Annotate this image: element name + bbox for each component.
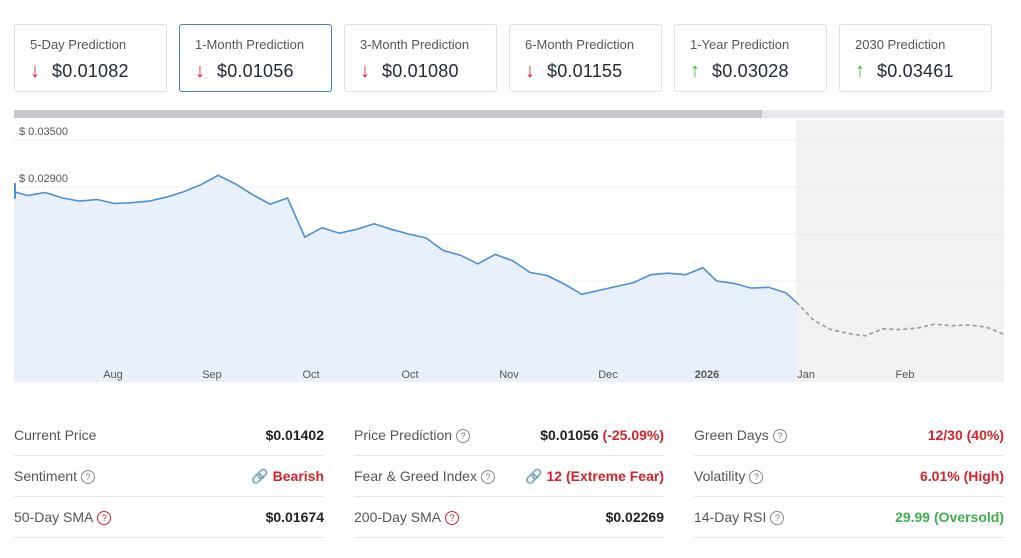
historical-price-line xyxy=(13,174,797,303)
prediction-card-5day[interactable]: 5-Day Prediction ↓ $0.01082 xyxy=(14,24,167,92)
stat-value: 12/30 (40%) xyxy=(927,427,1004,443)
help-icon[interactable]: ? xyxy=(456,429,471,443)
arrow-down-icon: ↓ xyxy=(195,60,206,82)
arrow-down-icon: ↓ xyxy=(525,60,536,82)
help-icon[interactable]: ? xyxy=(97,511,112,525)
stat-row-price-prediction: Price Prediction? $0.01056 (-25.09%) xyxy=(354,415,664,456)
stat-label: 200-Day SMA xyxy=(354,509,442,525)
stat-value: $0.01402 xyxy=(265,427,324,443)
chart-scrollbar[interactable] xyxy=(14,110,1004,118)
stat-label: 50-Day SMA xyxy=(14,509,94,525)
stat-row-200day-sma: 200-Day SMA? $0.02269 xyxy=(354,497,664,538)
prediction-card-3month[interactable]: 3-Month Prediction ↓ $0.01080 xyxy=(344,24,497,92)
x-tick-label: Dec xyxy=(598,369,618,381)
stats-table: Current Price $0.01402 Sentiment? 🔗 Beari… xyxy=(14,415,1004,550)
stats-column-2: Price Prediction? $0.01056 (-25.09%) Fea… xyxy=(354,415,664,538)
stat-label: Volatility xyxy=(694,468,746,484)
stats-column-1: Current Price $0.01402 Sentiment? 🔗 Beari… xyxy=(14,415,324,538)
prediction-card-6month[interactable]: 6-Month Prediction ↓ $0.01155 xyxy=(509,24,662,92)
prediction-value: $0.01080 xyxy=(382,61,459,81)
prediction-label: 5-Day Prediction xyxy=(30,37,127,52)
prediction-value: $0.01056 xyxy=(217,61,294,81)
price-chart: $ 0.03500$ 0.02900$ 0.02300$ 0.01700$ 0.… xyxy=(0,120,1021,390)
stat-value: $0.02269 xyxy=(605,509,664,525)
prediction-card-1year[interactable]: 1-Year Prediction ↑ $0.03028 xyxy=(674,24,827,92)
prediction-label: 3-Month Prediction xyxy=(360,37,470,52)
stat-value: 6.01% (High) xyxy=(919,468,1004,484)
x-tick-label: Feb xyxy=(896,369,915,381)
help-icon[interactable]: ? xyxy=(480,470,495,484)
x-tick-label: Nov xyxy=(499,369,519,381)
stat-row-green-days: Green Days? 12/30 (40%) xyxy=(694,415,1004,456)
x-tick-label: Oct xyxy=(302,369,319,381)
prediction-card-2030[interactable]: 2030 Prediction ↑ $0.03461 xyxy=(839,24,992,92)
y-tick-label: $ 0.03500 xyxy=(19,126,68,138)
prediction-label: 1-Month Prediction xyxy=(195,37,305,52)
help-icon[interactable]: ? xyxy=(772,429,787,443)
prediction-label: 2030 Prediction xyxy=(855,37,946,52)
stat-row-50day-sma: 50-Day SMA? $0.01674 xyxy=(14,497,324,538)
stat-label: Green Days xyxy=(694,427,769,443)
forecast-price-line xyxy=(795,301,1005,337)
help-icon[interactable]: ? xyxy=(749,470,764,484)
prediction-value: $0.01155 xyxy=(547,61,623,81)
prediction-value: $0.03028 xyxy=(712,61,789,81)
x-tick-label: Aug xyxy=(103,369,123,381)
stat-label: Fear & Greed Index xyxy=(354,468,477,484)
y-tick-label: $ 0.02900 xyxy=(19,173,68,185)
help-icon[interactable]: ? xyxy=(770,511,785,525)
stat-value: 29.99 (Oversold) xyxy=(895,509,1004,525)
stat-change: (-25.09%) xyxy=(602,427,664,443)
historical-area xyxy=(14,175,797,382)
prediction-card-1month[interactable]: 1-Month Prediction ↓ $0.01056 xyxy=(179,24,332,92)
arrow-up-icon: ↑ xyxy=(690,60,701,82)
x-tick-label: 2026 xyxy=(695,369,719,381)
link-icon: 🔗 xyxy=(251,468,269,484)
price-chart-svg: $ 0.03500$ 0.02900$ 0.02300$ 0.01700$ 0.… xyxy=(13,120,1005,382)
forecast-region-bg xyxy=(796,120,1004,382)
stat-row-sentiment: Sentiment? 🔗 Bearish xyxy=(14,456,324,497)
help-icon[interactable]: ? xyxy=(81,470,96,484)
stat-value[interactable]: Bearish xyxy=(272,468,324,484)
stat-value: $0.01056 xyxy=(540,427,599,443)
prediction-value: $0.03461 xyxy=(877,61,954,81)
link-icon: 🔗 xyxy=(525,468,543,484)
prediction-cards: 5-Day Prediction ↓ $0.01082 1-Month Predi… xyxy=(14,24,1004,94)
help-icon[interactable]: ? xyxy=(445,511,460,525)
stat-label: Current Price xyxy=(14,427,97,443)
prediction-label: 1-Year Prediction xyxy=(690,37,790,52)
stats-column-3: Green Days? 12/30 (40%) Volatility? 6.01… xyxy=(694,415,1004,538)
stat-row-current-price: Current Price $0.01402 xyxy=(14,415,324,456)
arrow-down-icon: ↓ xyxy=(30,60,41,82)
prediction-value: $0.01082 xyxy=(52,61,129,81)
stat-label: Price Prediction xyxy=(354,427,453,443)
stat-value[interactable]: 12 (Extreme Fear) xyxy=(546,468,664,484)
arrow-up-icon: ↑ xyxy=(855,60,866,82)
stat-row-fear-greed: Fear & Greed Index? 🔗 12 (Extreme Fear) xyxy=(354,456,664,497)
x-tick-label: Oct xyxy=(401,369,418,381)
stat-row-volatility: Volatility? 6.01% (High) xyxy=(694,456,1004,497)
x-tick-label: Sep xyxy=(202,369,222,381)
stat-value: $0.01674 xyxy=(265,509,324,525)
x-tick-label: Jan xyxy=(797,369,815,381)
arrow-down-icon: ↓ xyxy=(360,60,371,82)
stat-row-rsi: 14-Day RSI? 29.99 (Oversold) xyxy=(694,497,1004,538)
scrollbar-thumb[interactable] xyxy=(14,110,762,118)
stat-label: Sentiment xyxy=(14,468,78,484)
stat-label: 14-Day RSI xyxy=(694,509,767,525)
prediction-label: 6-Month Prediction xyxy=(525,37,635,52)
